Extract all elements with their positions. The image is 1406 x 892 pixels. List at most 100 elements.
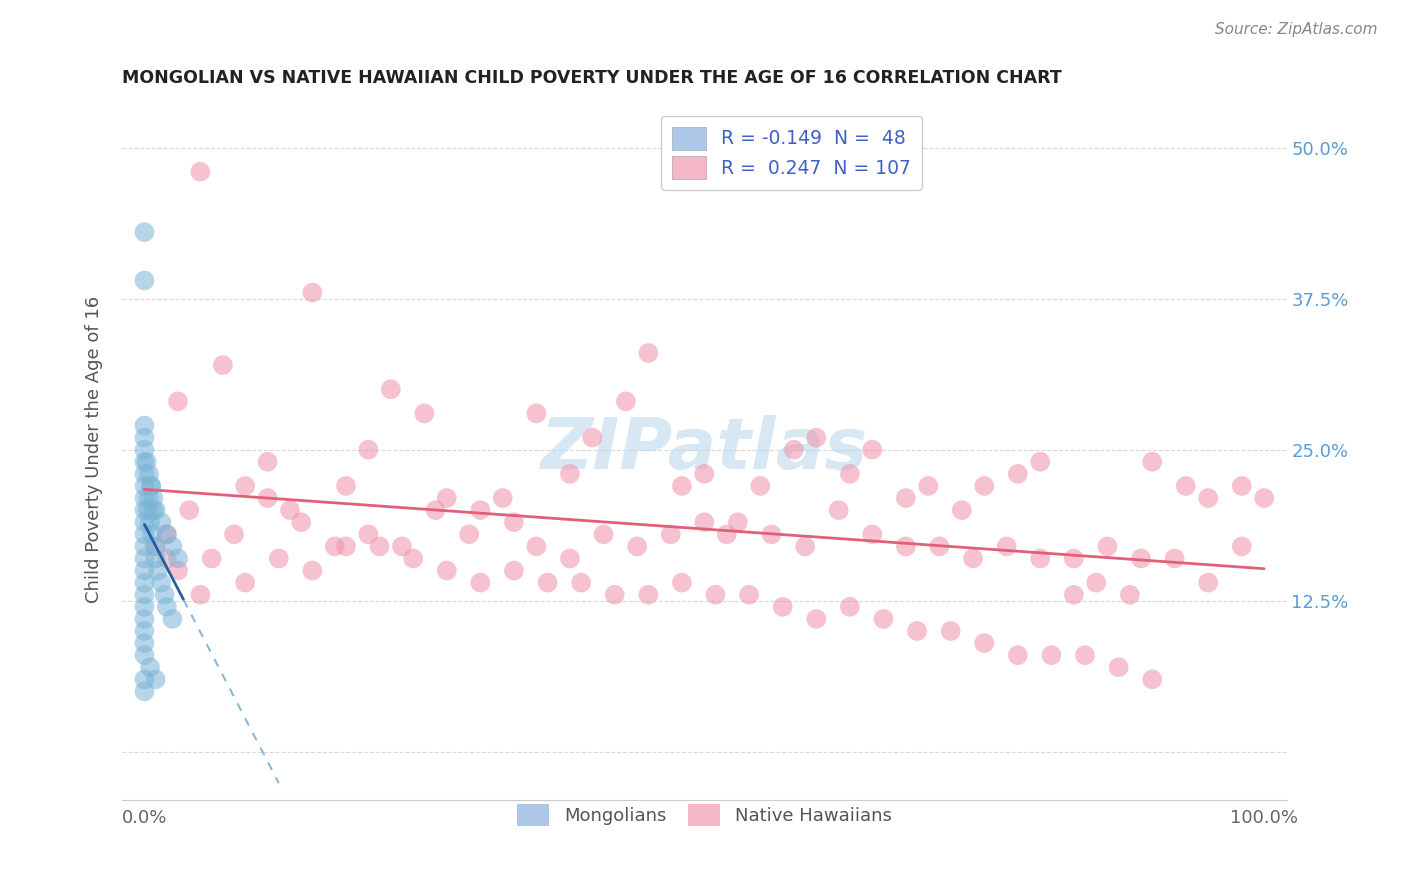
Point xyxy=(134,624,156,638)
Point xyxy=(458,527,481,541)
Point xyxy=(134,564,156,578)
Point xyxy=(524,406,547,420)
Point xyxy=(950,503,973,517)
Point xyxy=(222,527,245,541)
Point xyxy=(973,479,995,493)
Point xyxy=(425,503,447,517)
Point xyxy=(894,540,917,554)
Point xyxy=(256,491,278,505)
Point xyxy=(190,164,212,178)
Point xyxy=(156,527,179,541)
Point xyxy=(558,551,581,566)
Point xyxy=(134,540,156,554)
Point xyxy=(558,467,581,481)
Point xyxy=(1174,479,1197,493)
Point xyxy=(134,431,156,445)
Point xyxy=(141,479,163,493)
Point xyxy=(872,612,894,626)
Point xyxy=(860,442,883,457)
Point xyxy=(436,564,458,578)
Point xyxy=(524,540,547,554)
Point xyxy=(1074,648,1097,663)
Point xyxy=(134,575,156,590)
Point xyxy=(917,479,939,493)
Point xyxy=(142,503,165,517)
Point xyxy=(134,673,156,687)
Point xyxy=(1097,540,1119,554)
Point xyxy=(233,479,256,493)
Point xyxy=(135,455,157,469)
Point xyxy=(1119,588,1142,602)
Point xyxy=(190,588,212,602)
Point xyxy=(1040,648,1063,663)
Point xyxy=(470,503,492,517)
Point xyxy=(301,564,323,578)
Point xyxy=(153,588,176,602)
Point xyxy=(637,588,659,602)
Point xyxy=(134,491,156,505)
Point xyxy=(150,575,173,590)
Point xyxy=(134,225,156,239)
Point xyxy=(783,442,806,457)
Point xyxy=(141,527,163,541)
Point xyxy=(626,540,648,554)
Point xyxy=(1007,648,1029,663)
Point xyxy=(1029,455,1052,469)
Point xyxy=(1029,551,1052,566)
Point xyxy=(569,575,592,590)
Point xyxy=(704,588,727,602)
Point xyxy=(995,540,1018,554)
Point xyxy=(806,612,828,626)
Point xyxy=(492,491,515,505)
Text: Source: ZipAtlas.com: Source: ZipAtlas.com xyxy=(1215,22,1378,37)
Point xyxy=(828,503,851,517)
Point xyxy=(1140,455,1163,469)
Point xyxy=(794,540,817,554)
Point xyxy=(973,636,995,650)
Point xyxy=(1108,660,1130,674)
Point xyxy=(1253,491,1275,505)
Point xyxy=(167,564,190,578)
Point xyxy=(134,467,156,481)
Point xyxy=(357,527,380,541)
Point xyxy=(167,551,190,566)
Point xyxy=(581,431,603,445)
Point xyxy=(592,527,614,541)
Point xyxy=(727,515,749,529)
Point xyxy=(134,527,156,541)
Point xyxy=(256,455,278,469)
Point xyxy=(503,515,526,529)
Point xyxy=(136,503,159,517)
Point xyxy=(145,503,167,517)
Point xyxy=(145,540,167,554)
Text: MONGOLIAN VS NATIVE HAWAIIAN CHILD POVERTY UNDER THE AGE OF 16 CORRELATION CHART: MONGOLIAN VS NATIVE HAWAIIAN CHILD POVER… xyxy=(122,69,1062,87)
Point xyxy=(614,394,637,409)
Point xyxy=(806,431,828,445)
Point xyxy=(368,540,391,554)
Point xyxy=(139,660,162,674)
Legend: Mongolians, Native Hawaiians: Mongolians, Native Hawaiians xyxy=(510,797,898,833)
Point xyxy=(838,599,860,614)
Point xyxy=(139,515,162,529)
Point xyxy=(905,624,928,638)
Point xyxy=(738,588,761,602)
Point xyxy=(290,515,312,529)
Point xyxy=(278,503,301,517)
Point xyxy=(134,455,156,469)
Point xyxy=(134,479,156,493)
Point xyxy=(693,515,716,529)
Point xyxy=(156,527,179,541)
Point xyxy=(134,684,156,698)
Point xyxy=(1163,551,1185,566)
Point xyxy=(671,575,693,590)
Point xyxy=(201,551,224,566)
Point xyxy=(1085,575,1108,590)
Point xyxy=(156,599,179,614)
Point xyxy=(134,599,156,614)
Point xyxy=(301,285,323,300)
Point xyxy=(962,551,984,566)
Point xyxy=(503,564,526,578)
Point xyxy=(267,551,290,566)
Point xyxy=(134,418,156,433)
Point xyxy=(894,491,917,505)
